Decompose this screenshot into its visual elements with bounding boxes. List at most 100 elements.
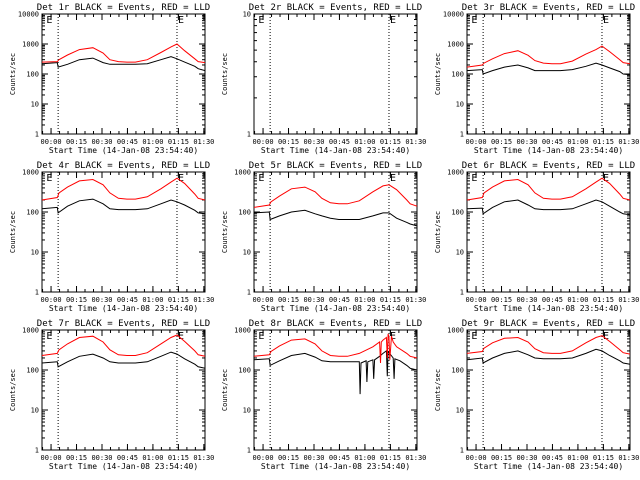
panel-title: Det 6r BLACK = Events, RED = LLD (462, 161, 635, 171)
x-tick-label: 01:30 (405, 454, 426, 462)
x-tick-label: 01:00 (354, 296, 375, 304)
y-tick-label: 1000 (447, 169, 464, 177)
plot-frame (41, 171, 206, 293)
y-tick-label: 1000 (22, 41, 39, 49)
panel-title: Det 5r BLACK = Events, RED = LLD (249, 161, 422, 171)
detector-panel: Det 2r BLACK = Events, RED = LLD 1 10 00:00… (221, 3, 426, 155)
x-axis-label: Start Time (14-Jan-08 23:54:40) (261, 304, 410, 313)
y-tick-label: 1 (460, 289, 464, 297)
event-marker: E (258, 15, 264, 26)
x-tick-label: 01:00 (354, 138, 375, 146)
x-tick-label: 00:45 (329, 454, 350, 462)
y-tick-label: 10 (31, 101, 39, 109)
x-axis-label: Start Time (14-Jan-08 23:54:40) (474, 146, 623, 155)
x-tick-label: 00:00 (253, 454, 274, 462)
y-tick-label: 1 (460, 131, 464, 139)
y-tick-label: 1 (247, 131, 251, 139)
x-axis-label: Start Time (14-Jan-08 23:54:40) (49, 146, 198, 155)
x-tick-label: 01:00 (142, 138, 163, 146)
x-tick-label: 00:15 (278, 296, 299, 304)
y-tick-label: 100 (451, 71, 464, 79)
x-tick-label: 01:30 (193, 296, 214, 304)
y-tick-label: 10 (31, 249, 39, 257)
lld-series-line (466, 177, 631, 201)
detector-panel: Det 4r BLACK = Events, RED = LLD 1 10 100 10… (9, 161, 214, 313)
y-tick-label: 1000 (447, 327, 464, 335)
y-tick-label: 10000 (443, 11, 464, 19)
x-axis-label: Start Time (14-Jan-08 23:54:40) (49, 304, 198, 313)
x-tick-label: 00:30 (516, 296, 537, 304)
y-axis-label: Counts/sec (221, 369, 229, 411)
event-marker: E (471, 331, 477, 342)
x-tick-label: 01:00 (142, 454, 163, 462)
x-tick-label: 01:00 (567, 296, 588, 304)
y-tick-label: 1000 (22, 169, 39, 177)
plot-frame (253, 171, 418, 293)
plot-frame (253, 329, 418, 451)
y-axis-label: Counts/sec (221, 53, 229, 95)
x-axis-label: Start Time (14-Jan-08 23:54:40) (474, 304, 623, 313)
lld-series-line (41, 334, 206, 357)
plot-frame (253, 13, 418, 135)
events-series-line (466, 62, 631, 76)
x-tick-label: 00:15 (491, 138, 512, 146)
x-tick-label: 01:15 (168, 454, 189, 462)
y-tick-label: 10 (243, 249, 251, 257)
events-series-line (41, 198, 206, 215)
x-tick-label: 00:15 (66, 454, 87, 462)
y-tick-label: 100 (451, 367, 464, 375)
x-axis-label: Start Time (14-Jan-08 23:54:40) (261, 462, 410, 471)
x-tick-label: 00:30 (516, 454, 537, 462)
y-tick-label: 10 (456, 249, 464, 257)
plot-frame (466, 13, 631, 135)
x-tick-label: 00:00 (466, 138, 487, 146)
y-axis-label: Counts/sec (434, 53, 442, 95)
y-tick-label: 1000 (234, 169, 251, 177)
lld-series-line (466, 45, 631, 68)
event-marker: E (603, 15, 609, 26)
x-tick-label: 00:45 (117, 138, 138, 146)
y-tick-label: 100 (26, 71, 39, 79)
y-tick-label: 1000 (447, 41, 464, 49)
x-tick-label: 00:30 (303, 296, 324, 304)
y-tick-label: 1 (35, 447, 39, 455)
panel-title: Det 1r BLACK = Events, RED = LLD (37, 3, 210, 13)
y-axis-label: Counts/sec (9, 369, 17, 411)
y-tick-label: 10000 (18, 11, 39, 19)
plot-frame (466, 329, 631, 451)
x-tick-label: 01:30 (405, 138, 426, 146)
plot-frame (41, 13, 206, 135)
x-tick-label: 01:30 (618, 138, 639, 146)
y-axis-label: Counts/sec (9, 211, 17, 253)
event-marker: E (178, 331, 184, 342)
x-tick-label: 01:15 (593, 296, 614, 304)
y-axis-label: Counts/sec (434, 211, 442, 253)
panel-title: Det 9r BLACK = Events, RED = LLD (462, 319, 635, 329)
x-tick-label: 00:45 (329, 296, 350, 304)
x-tick-label: 00:45 (542, 454, 563, 462)
panel-title: Det 2r BLACK = Events, RED = LLD (249, 3, 422, 13)
y-tick-label: 10 (243, 11, 251, 19)
lld-series-line (41, 177, 206, 201)
x-tick-label: 00:15 (491, 454, 512, 462)
y-tick-label: 100 (238, 367, 251, 375)
x-tick-label: 00:45 (542, 296, 563, 304)
x-tick-label: 01:00 (567, 454, 588, 462)
event-marker: E (390, 331, 396, 342)
x-axis-label: Start Time (14-Jan-08 23:54:40) (474, 462, 623, 471)
lld-series-line (253, 184, 418, 208)
x-tick-label: 00:45 (117, 454, 138, 462)
events-series-line (41, 351, 206, 369)
x-tick-label: 00:00 (41, 296, 62, 304)
x-tick-label: 00:00 (253, 296, 274, 304)
x-tick-label: 00:15 (278, 454, 299, 462)
x-tick-label: 00:00 (41, 454, 62, 462)
x-tick-label: 00:45 (329, 138, 350, 146)
y-tick-label: 100 (26, 367, 39, 375)
event-marker: E (258, 173, 264, 184)
detector-panel: Det 7r BLACK = Events, RED = LLD 1 10 100 10… (9, 319, 214, 471)
detector-panel: Det 1r BLACK = Events, RED = LLD 1 10 100 10… (9, 3, 214, 155)
lld-series-line (253, 333, 418, 364)
y-tick-label: 1 (460, 447, 464, 455)
